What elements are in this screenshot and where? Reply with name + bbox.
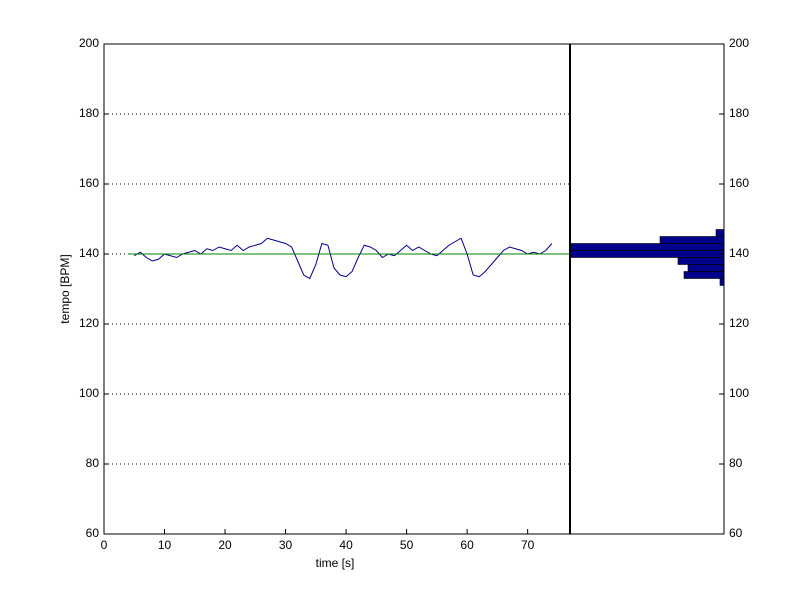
x-tick-label: 60 xyxy=(460,538,474,552)
x-tick-label: 30 xyxy=(279,538,293,552)
y-tick-label: 60 xyxy=(86,526,100,540)
y-tick-label: 200 xyxy=(79,36,99,50)
x-tick-label: 50 xyxy=(400,538,414,552)
y2-tick-label: 100 xyxy=(729,386,749,400)
y2-tick-label: 200 xyxy=(729,36,749,50)
histogram-bar xyxy=(570,250,724,258)
histogram-bar xyxy=(719,278,724,286)
y-tick-label: 160 xyxy=(79,176,99,190)
histogram-bar xyxy=(687,264,724,272)
x-tick-label: 20 xyxy=(218,538,232,552)
y2-tick-label: 60 xyxy=(729,526,743,540)
y-axis-label: tempo [BPM] xyxy=(58,254,72,323)
y-tick-label: 100 xyxy=(79,386,99,400)
histogram-bar xyxy=(715,229,724,237)
y-tick-label: 180 xyxy=(79,106,99,120)
plot-area xyxy=(103,43,571,535)
histogram-bar xyxy=(659,236,724,244)
x-tick-label: 40 xyxy=(339,538,353,552)
data-line xyxy=(134,237,553,280)
y2-tick-label: 80 xyxy=(729,456,743,470)
histogram-bar xyxy=(683,271,724,279)
y-tick-label: 80 xyxy=(86,456,100,470)
histogram-bar xyxy=(677,257,724,265)
y2-tick-label: 160 xyxy=(729,176,749,190)
histogram-area xyxy=(569,43,725,535)
x-tick-label: 70 xyxy=(521,538,535,552)
histogram-bar xyxy=(570,243,724,251)
histogram-bars xyxy=(570,229,724,286)
y2-tick-label: 140 xyxy=(729,246,749,260)
x-tick-label: 0 xyxy=(101,538,108,552)
y-tick-label: 140 xyxy=(79,246,99,260)
y2-tick-label: 120 xyxy=(729,316,749,330)
x-tick-label: 10 xyxy=(158,538,172,552)
y-tick-label: 120 xyxy=(79,316,99,330)
y2-tick-label: 180 xyxy=(729,106,749,120)
x-axis-label: time [s] xyxy=(316,556,355,570)
